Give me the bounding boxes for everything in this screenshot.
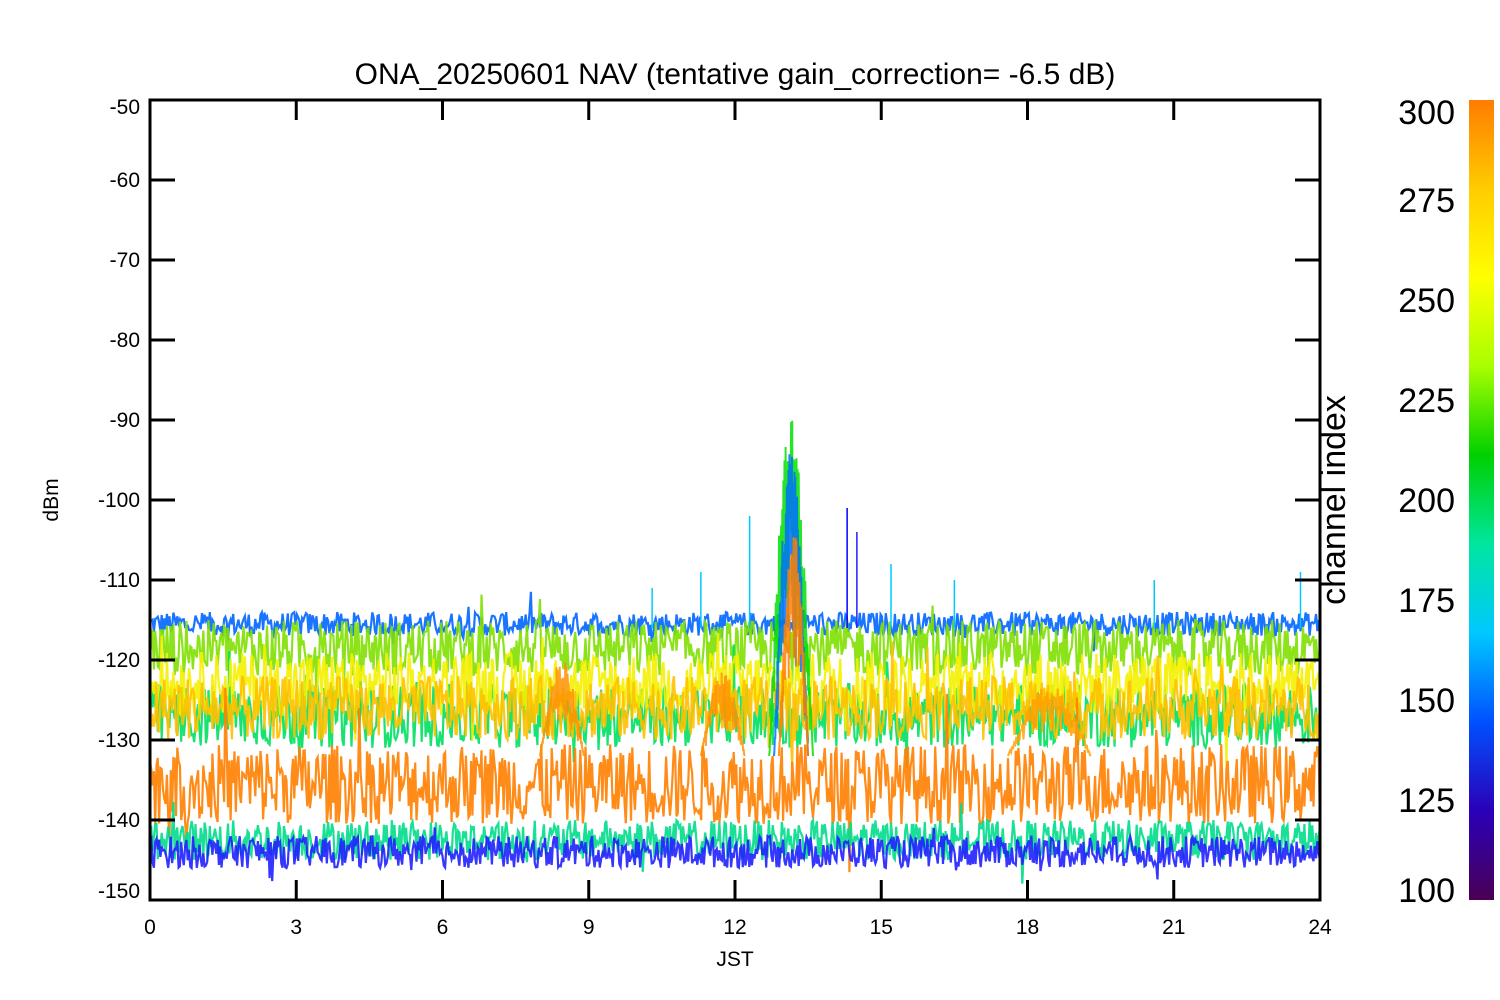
colorbar-tick-label: 200 — [1398, 482, 1455, 520]
chart-title: ONA_20250601 NAV (tentative gain_correct… — [355, 58, 1116, 91]
y-tick-label: -80 — [110, 329, 140, 352]
y-axis-label: dBm — [40, 478, 63, 521]
y-tick-label: -100 — [98, 489, 140, 512]
colorbar-ticks: 100 125 150 175 200 225 250 275 300 — [1398, 94, 1455, 910]
colorbar-tick-label: 150 — [1398, 682, 1455, 720]
colorbar-tick-label: 175 — [1398, 582, 1455, 620]
colorbar-tick-label: 125 — [1398, 782, 1455, 820]
x-tick-label: 21 — [1162, 916, 1185, 939]
band-trace-140 — [149, 827, 1322, 882]
band-trace-300 — [148, 687, 1322, 873]
colorbar — [1469, 100, 1494, 900]
x-tick-label: 6 — [437, 916, 449, 939]
x-axis: 0 3 6 9 12 15 18 21 24 — [144, 100, 1332, 939]
x-tick-label: 15 — [870, 916, 893, 939]
y-tick-label: -150 — [98, 880, 140, 903]
y-axis: -50 -60 -70 -80 -90 -100 -110 -120 -130 -140 -150 — [98, 96, 1320, 903]
x-tick-label: 18 — [1016, 916, 1039, 939]
band-trace-150 — [149, 591, 1322, 652]
y-tick-label: -90 — [110, 409, 140, 432]
event-trace-5 — [1007, 688, 1092, 757]
y-tick-label: -60 — [110, 169, 140, 192]
colorbar-tick-label: 225 — [1398, 382, 1455, 420]
x-tick-label: 12 — [723, 916, 746, 939]
colorbar-tick-label: 275 — [1398, 182, 1455, 220]
band-trace-290 — [148, 641, 1321, 767]
event-trace-0 — [768, 420, 814, 757]
x-tick-label: 0 — [144, 916, 156, 939]
x-tick-label: 24 — [1308, 916, 1332, 939]
x-tick-label: 9 — [583, 916, 595, 939]
y-tick-label: -70 — [110, 249, 140, 272]
colorbar-title: channel index — [1315, 395, 1353, 605]
plot-data-layer — [148, 420, 1322, 884]
x-axis-label: JST — [716, 948, 754, 971]
event-trace-3 — [539, 662, 585, 757]
event-trace-4 — [699, 672, 746, 757]
y-tick-label: -50 — [110, 96, 140, 119]
event-trace-2 — [777, 537, 810, 757]
colorbar-tick-label: 250 — [1398, 282, 1455, 320]
y-tick-label: -140 — [98, 809, 140, 832]
x-tick-label: 3 — [290, 916, 302, 939]
colorbar-tick-label: 100 — [1398, 872, 1455, 910]
colorbar-tick-label: 300 — [1398, 94, 1455, 132]
y-tick-label: -120 — [98, 649, 140, 672]
y-tick-label: -130 — [98, 729, 140, 752]
y-tick-label: -110 — [100, 569, 140, 592]
